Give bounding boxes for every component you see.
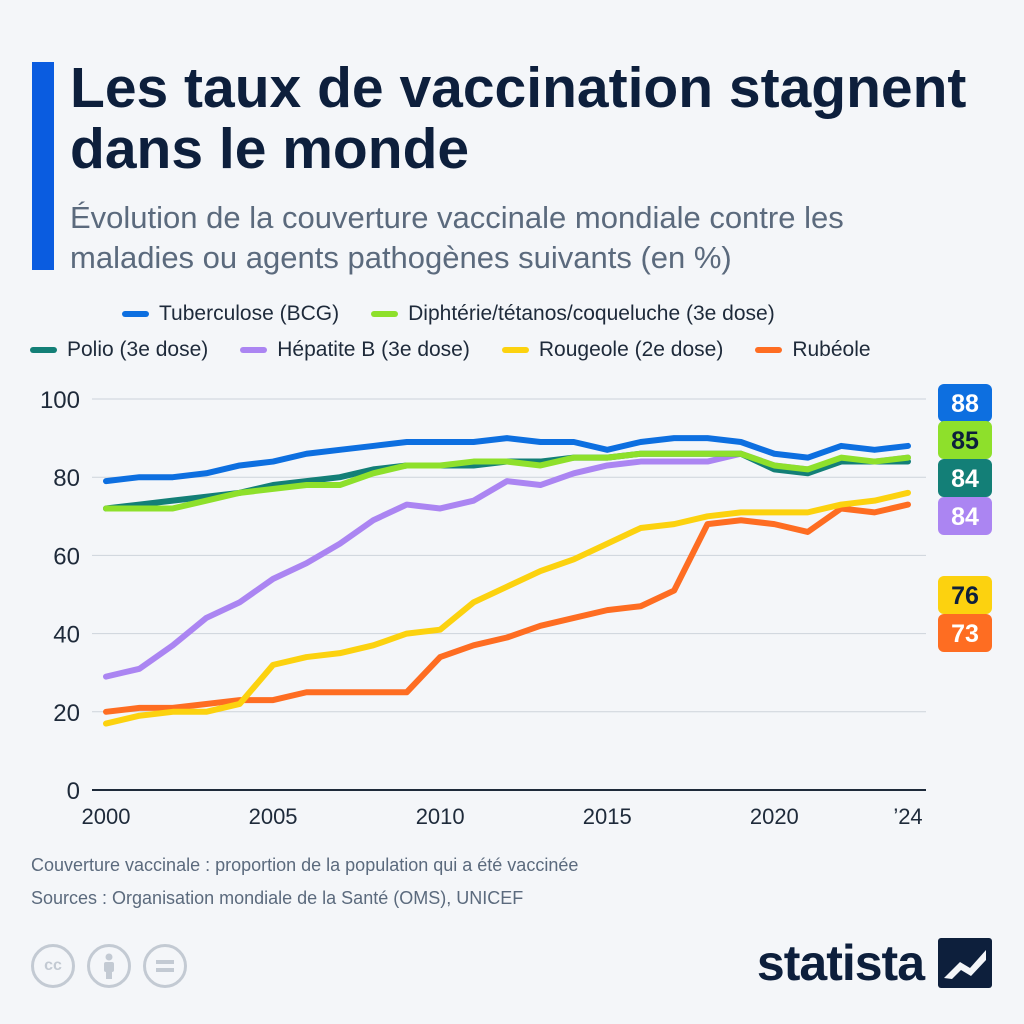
y-tick-label: 40: [53, 622, 80, 649]
series-line: [103, 450, 911, 680]
legend-item-polio: Polio (3e dose): [30, 338, 208, 362]
end-value-label: 85: [951, 427, 979, 455]
x-tick-label: 2010: [416, 804, 465, 829]
end-value-badge: [938, 459, 992, 497]
series-line: [103, 489, 911, 727]
end-value-label: 84: [951, 465, 979, 493]
legend-swatch: [501, 347, 529, 353]
statista-logo: statista: [757, 934, 992, 992]
legend-item-dtc: Diphtérie/tétanos/coqueluche (3e dose): [371, 302, 775, 326]
chart-subtitle: Évolution de la couverture vaccinale mon…: [70, 200, 844, 275]
x-tick-label: ’24: [893, 804, 922, 829]
series-line: [103, 450, 911, 512]
legend-swatch: [122, 311, 149, 317]
x-tick-label: 2000: [82, 804, 131, 829]
legend-item-rougeole: Rougeole (2e dose): [501, 338, 723, 362]
y-tick-label: 20: [53, 700, 80, 727]
legend-swatch: [755, 347, 783, 353]
no-derivatives-icon: [143, 944, 187, 988]
statista-logo-icon: [938, 938, 992, 988]
y-tick-label: 80: [53, 465, 80, 492]
legend-swatch: [30, 347, 57, 353]
end-value-label: 84: [951, 503, 979, 531]
end-value-badge: [938, 497, 992, 535]
footnote-definition: Couverture vaccinale : proportion de la …: [31, 855, 579, 875]
y-tick-label: 100: [40, 387, 80, 414]
legend-item-tuberculose: Tuberculose (BCG): [122, 302, 339, 326]
license-icons: cc: [31, 944, 187, 988]
legend-item-rubeole: Rubéole: [755, 338, 871, 362]
legend-swatch: [240, 347, 268, 353]
legend-swatch: [371, 311, 399, 317]
end-value-badge: [938, 384, 992, 422]
x-tick-label: 2015: [583, 804, 632, 829]
accent-bar: [32, 62, 54, 270]
x-tick-label: 2020: [750, 804, 799, 829]
legend-item-hepatite-b: Hépatite B (3e dose): [240, 338, 470, 362]
end-value-badge: [938, 421, 992, 459]
end-value-badge: [938, 576, 992, 614]
chart-title: Les taux de vaccination stagnent dans le…: [70, 56, 967, 181]
attribution-icon: [87, 944, 131, 988]
y-tick-label: 60: [53, 543, 80, 570]
x-tick-label: 2005: [249, 804, 298, 829]
end-value-label: 73: [951, 620, 979, 648]
brand-wordmark: statista: [756, 935, 925, 991]
cc-icon: cc: [31, 944, 75, 988]
footnote-sources: Sources : Organisation mondiale de la Sa…: [31, 888, 524, 908]
series-line: [103, 435, 911, 485]
end-value-badge: [938, 614, 992, 652]
y-tick-label: 0: [67, 778, 80, 805]
end-value-label: 76: [951, 582, 979, 610]
legend: Tuberculose (BCG) Diphtérie/tétanos/coqu…: [30, 296, 1010, 368]
end-value-label: 88: [951, 390, 979, 418]
